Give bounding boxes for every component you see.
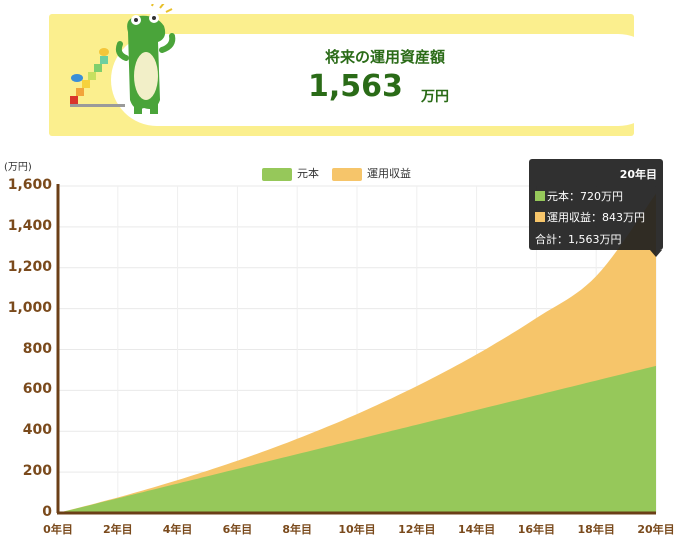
series-area-principal: [58, 365, 656, 513]
legend-label-gain: 運用収益: [367, 167, 411, 180]
y-tick-label: 1,000: [7, 299, 52, 316]
x-tick-label: 6年目: [222, 523, 253, 536]
legend-item-gain[interactable]: 運用収益: [332, 165, 411, 181]
x-tick-label: 20年目: [637, 523, 675, 536]
y-axis-unit: (万円): [4, 162, 32, 173]
tooltip-row-gain: 運用収益：843万円: [535, 209, 645, 225]
x-tick-label: 18年目: [577, 523, 615, 536]
banner-title: 将来の運用資産額: [324, 48, 445, 66]
chart-tooltip: 20年目 元本：720万円 運用収益：843万円 合計：1,563万円: [529, 159, 663, 250]
summary-card: [111, 34, 664, 126]
x-tick-label: 4年目: [162, 523, 193, 536]
banner-unit: 万円: [421, 89, 449, 105]
tooltip-pointer: [650, 250, 662, 257]
tooltip-principal-label: 元本：720万円: [547, 190, 623, 203]
legend-swatch-principal: [262, 167, 292, 181]
y-tick-label: 0: [42, 504, 52, 520]
y-tick-label: 200: [22, 463, 52, 480]
summary-banner: [49, 14, 664, 136]
legend-swatch-gain: [332, 167, 362, 181]
banner-amount: 1,563: [308, 69, 403, 104]
y-tick-label: 1,600: [7, 177, 52, 193]
x-tick-label: 16年目: [517, 523, 556, 536]
x-tick-label: 10年目: [338, 523, 376, 536]
tooltip-row-total: 合計：1,563万円: [535, 231, 622, 247]
x-tick-label: 2年目: [102, 523, 133, 536]
chart-axes: [56, 184, 656, 515]
crocodile-mascot-icon: [70, 4, 176, 114]
tooltip-swatch-principal: [535, 191, 545, 201]
y-tick-label: 1,400: [7, 217, 52, 234]
x-tick-label: 8年目: [282, 523, 313, 536]
legend-label-principal: 元本: [297, 167, 319, 180]
x-tick-label: 14年目: [457, 523, 496, 536]
tooltip-title: 20年目: [619, 168, 657, 181]
y-tick-label: 1,200: [7, 258, 52, 275]
y-tick-label: 800: [22, 340, 52, 357]
tooltip-row-principal: 元本：720万円: [535, 188, 623, 204]
tooltip-swatch-gain: [535, 212, 545, 222]
legend-item-principal[interactable]: 元本: [262, 165, 319, 181]
tooltip-gain-label: 運用収益：843万円: [547, 211, 645, 224]
x-tick-label: 0年目: [43, 523, 73, 536]
y-tick-label: 600: [22, 381, 52, 398]
y-tick-label: 400: [22, 422, 52, 439]
tooltip-total-label: 合計：1,563万円: [535, 233, 622, 246]
x-tick-label: 12年目: [398, 523, 436, 536]
